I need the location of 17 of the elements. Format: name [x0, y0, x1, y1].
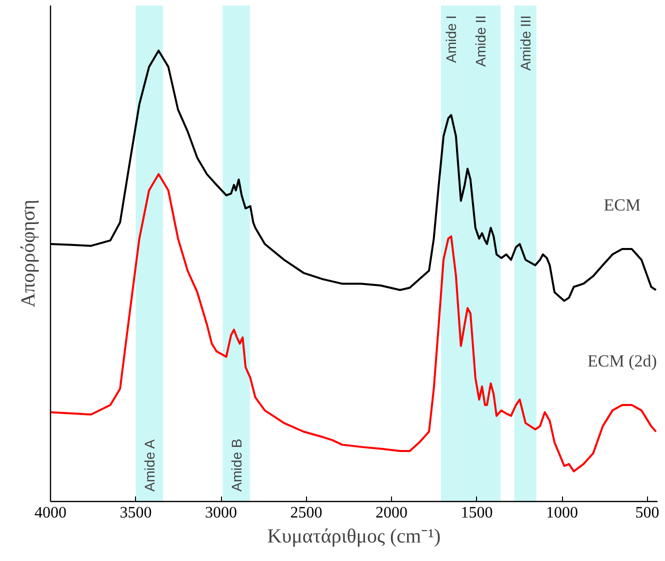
text: ECM: [604, 195, 641, 214]
x-tick-label: 1000: [546, 504, 578, 522]
band-label: Amide A: [141, 438, 158, 492]
x-tick-label: 2000: [376, 504, 408, 522]
band-label: Amide III: [517, 15, 534, 71]
band-label: Amide II: [472, 15, 489, 67]
x-axis-title: Κυματάριθμος (cm⁻¹): [267, 526, 441, 548]
x-tick-label: 3500: [120, 504, 152, 522]
band-label: Amide B: [228, 438, 244, 492]
x-tick-label: 4000: [34, 504, 66, 522]
y-axis-title: Απορρόφηση: [18, 200, 40, 308]
x-tick-label: 1500: [460, 504, 493, 522]
band-label: Amide I: [442, 15, 459, 63]
text: ECM (2d): [588, 351, 657, 370]
x-tick-label: 500: [635, 504, 660, 522]
x-tick-label: 2500: [290, 504, 322, 522]
x-tick-label: 3000: [205, 504, 238, 522]
